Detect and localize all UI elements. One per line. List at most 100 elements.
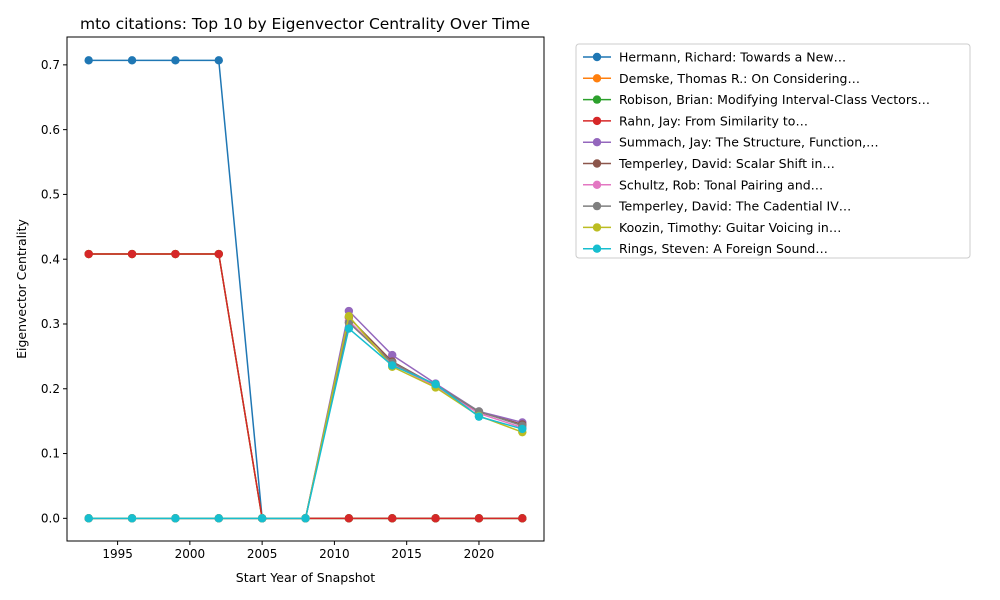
x-tick-label: 2000 xyxy=(175,547,206,561)
series-9 xyxy=(84,312,527,523)
y-tick-label: 0.7 xyxy=(41,58,60,72)
legend-item: Schultz, Rob: Tonal Pairing and… xyxy=(583,177,823,192)
plot-area xyxy=(66,36,545,542)
y-tick-label: 0.5 xyxy=(41,188,60,202)
legend-marker xyxy=(592,116,602,126)
data-point xyxy=(84,249,93,259)
y-tick-label: 0.2 xyxy=(41,382,60,396)
data-point xyxy=(474,514,484,523)
legend-item: Koozin, Timothy: Guitar Voicing in… xyxy=(583,220,841,235)
legend-label: Schultz, Rob: Tonal Pairing and… xyxy=(619,177,823,192)
series-7 xyxy=(84,316,527,523)
legend-item: Summach, Jay: The Structure, Function,… xyxy=(583,135,879,150)
legend-label: Rahn, Jay: From Similarity to… xyxy=(619,113,808,128)
y-tick-label: 0.0 xyxy=(41,512,60,526)
series-line xyxy=(88,253,523,520)
legend-item: Robison, Brian: Modifying Interval-Class… xyxy=(583,92,930,107)
data-point xyxy=(518,514,527,523)
data-point xyxy=(171,249,180,259)
data-point xyxy=(127,514,137,523)
x-tick-label: 2020 xyxy=(464,547,495,561)
data-point xyxy=(388,361,397,370)
legend: Hermann, Richard: Towards a New… Demske, … xyxy=(575,43,971,259)
data-point xyxy=(127,56,137,65)
legend-marker xyxy=(592,244,602,253)
y-tick-label: 0.3 xyxy=(41,317,60,331)
data-point xyxy=(171,514,180,523)
legend-marker xyxy=(592,201,602,211)
y-tick-label: 0.4 xyxy=(41,252,60,266)
axes-frame xyxy=(66,36,545,542)
series-2 xyxy=(84,249,527,523)
legend-label: Temperley, David: The Cadential IV… xyxy=(618,199,851,214)
x-tick-label: 1995 xyxy=(102,547,133,561)
legend-marker xyxy=(592,74,602,83)
legend-item: Rings, Steven: A Foreign Sound… xyxy=(583,241,828,256)
series-8 xyxy=(84,318,527,523)
legend-marker xyxy=(592,159,602,168)
series-line xyxy=(88,253,523,520)
data-point xyxy=(214,249,223,259)
x-tick-label: 2010 xyxy=(319,547,350,561)
legend-item: Temperley, David: Scalar Shift in… xyxy=(583,156,835,171)
data-point xyxy=(431,380,440,389)
series-10 xyxy=(84,324,527,523)
legend-item: Rahn, Jay: From Similarity to… xyxy=(583,113,808,128)
data-point xyxy=(214,514,223,523)
legend-label: Temperley, David: Scalar Shift in… xyxy=(618,156,835,171)
legend-item: Temperley, David: The Cadential IV… xyxy=(583,199,851,214)
legend-marker xyxy=(592,95,602,104)
series-1 xyxy=(84,56,527,523)
data-point xyxy=(84,56,93,65)
legend-items: Hermann, Richard: Towards a New… Demske, … xyxy=(583,50,930,256)
series-line xyxy=(88,316,523,520)
legend-label: Hermann, Richard: Towards a New… xyxy=(619,50,846,65)
x-axis-label: Start Year of Snapshot xyxy=(236,570,376,585)
series-4 xyxy=(84,249,527,523)
x-axis: 1995 2000 2005 2010 2015 2020 xyxy=(102,541,494,561)
legend-marker xyxy=(592,223,602,232)
x-tick-label: 2005 xyxy=(247,547,278,561)
legend-item: Demske, Thomas R.: On Considering… xyxy=(583,71,860,86)
series-line xyxy=(88,59,523,520)
series-line xyxy=(88,253,523,520)
data-point xyxy=(301,514,310,523)
x-tick-label: 2015 xyxy=(391,547,422,561)
legend-item: Hermann, Richard: Towards a New… xyxy=(583,50,846,65)
series-3 xyxy=(84,249,527,523)
data-point xyxy=(474,412,484,421)
y-axis-label: Eigenvector Centrality xyxy=(14,218,29,358)
series-line xyxy=(88,319,523,520)
data-point xyxy=(171,56,180,65)
y-tick-label: 0.6 xyxy=(41,123,60,137)
legend-marker xyxy=(592,180,602,189)
data-point xyxy=(518,424,527,434)
legend-label: Summach, Jay: The Structure, Function,… xyxy=(619,135,879,150)
data-point xyxy=(344,324,354,333)
data-point xyxy=(431,514,440,523)
legend-label: Rings, Steven: A Foreign Sound… xyxy=(619,241,828,256)
series-5 xyxy=(84,306,527,523)
series-line xyxy=(88,321,523,520)
series-line xyxy=(88,315,523,520)
data-point xyxy=(257,514,267,523)
legend-marker xyxy=(592,138,602,147)
data-point xyxy=(388,514,397,523)
y-tick-label: 0.1 xyxy=(41,447,60,461)
series-layer xyxy=(84,56,527,523)
legend-label: Robison, Brian: Modifying Interval-Class… xyxy=(619,92,930,107)
series-6 xyxy=(84,313,527,523)
y-axis: 0.0 0.1 0.2 0.3 0.4 0.5 0.6 0.7 xyxy=(41,58,67,526)
legend-label: Koozin, Timothy: Guitar Voicing in… xyxy=(619,220,841,235)
data-point xyxy=(388,350,397,360)
data-point xyxy=(127,249,137,259)
legend-frame xyxy=(575,43,971,259)
data-point xyxy=(344,312,354,321)
legend-label: Demske, Thomas R.: On Considering… xyxy=(619,71,860,86)
data-point xyxy=(214,56,223,65)
series-line xyxy=(88,327,523,520)
legend-marker xyxy=(592,52,602,62)
data-point xyxy=(344,514,354,523)
chart-title: mto citations: Top 10 by Eigenvector Cen… xyxy=(80,15,530,33)
